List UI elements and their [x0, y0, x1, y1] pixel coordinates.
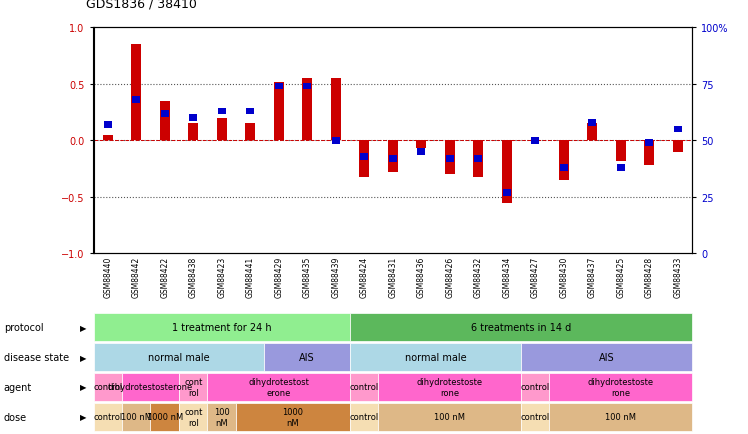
Text: GSM88422: GSM88422	[160, 256, 169, 298]
Text: ▶: ▶	[80, 353, 87, 362]
Text: GSM88440: GSM88440	[103, 256, 112, 298]
Text: agent: agent	[4, 382, 32, 392]
Text: GSM88426: GSM88426	[445, 256, 454, 298]
Text: protocol: protocol	[4, 322, 43, 332]
Bar	[217, 118, 227, 141]
Text: normal male: normal male	[148, 352, 209, 362]
Text: GSM88425: GSM88425	[616, 256, 625, 298]
Text: GSM88438: GSM88438	[188, 256, 197, 298]
Text: GSM88423: GSM88423	[217, 256, 226, 298]
Text: control: control	[521, 412, 550, 421]
Bar	[161, 111, 169, 117]
Text: 1000 nM: 1000 nM	[147, 412, 183, 421]
Bar	[359, 141, 370, 177]
Bar	[674, 126, 681, 133]
Text: control: control	[521, 383, 550, 391]
Bar	[274, 82, 283, 141]
Bar	[644, 141, 654, 166]
Bar	[445, 141, 455, 175]
Text: cont
rol: cont rol	[184, 407, 203, 427]
Text: 1 treatment for 24 h: 1 treatment for 24 h	[172, 322, 272, 332]
Bar	[588, 120, 596, 126]
Bar	[559, 141, 568, 181]
Text: control: control	[93, 383, 123, 391]
Bar	[646, 140, 653, 147]
Bar	[102, 135, 113, 141]
Text: 100 nM: 100 nM	[434, 412, 465, 421]
Text: GSM88435: GSM88435	[303, 256, 312, 298]
Text: GSM88432: GSM88432	[473, 256, 482, 298]
Bar	[416, 141, 426, 149]
Text: control: control	[349, 412, 378, 421]
Bar	[302, 79, 312, 141]
Bar	[531, 138, 539, 145]
Bar	[474, 156, 482, 162]
Text: GDS1836 / 38410: GDS1836 / 38410	[86, 0, 197, 11]
Bar	[331, 79, 340, 141]
Text: control: control	[349, 383, 378, 391]
Text: 1000
nM: 1000 nM	[283, 407, 304, 427]
Text: GSM88431: GSM88431	[388, 256, 397, 298]
Text: GSM88424: GSM88424	[360, 256, 369, 298]
Text: dihydrotestosterone: dihydrotestosterone	[108, 383, 193, 391]
Text: GSM88436: GSM88436	[417, 256, 426, 298]
Bar	[361, 154, 368, 160]
Text: normal male: normal male	[405, 352, 466, 362]
Text: GSM88439: GSM88439	[331, 256, 340, 298]
Bar	[303, 83, 311, 90]
Bar	[502, 141, 512, 203]
Bar	[131, 45, 141, 141]
Text: GSM88434: GSM88434	[502, 256, 511, 298]
Text: cont
rol: cont rol	[184, 378, 203, 397]
Bar	[218, 108, 226, 115]
Text: dose: dose	[4, 412, 27, 422]
Bar	[503, 190, 511, 196]
Text: ▶: ▶	[80, 383, 87, 391]
Bar	[132, 97, 140, 104]
Bar	[189, 115, 197, 122]
Bar	[417, 149, 425, 156]
Text: dihydrotestoste
rone: dihydrotestoste rone	[588, 378, 654, 397]
Text: GSM88427: GSM88427	[530, 256, 539, 298]
Text: GSM88437: GSM88437	[588, 256, 597, 298]
Text: 100 nM: 100 nM	[120, 412, 152, 421]
Text: 6 treatments in 14 d: 6 treatments in 14 d	[470, 322, 571, 332]
Text: 100 nM: 100 nM	[605, 412, 636, 421]
Bar	[473, 141, 483, 177]
Text: control: control	[93, 412, 123, 421]
Text: disease state: disease state	[4, 352, 69, 362]
Bar	[275, 83, 283, 90]
Bar	[331, 138, 340, 145]
Text: GSM88441: GSM88441	[246, 256, 255, 298]
Text: AIS: AIS	[598, 352, 614, 362]
Bar	[246, 108, 254, 115]
Bar	[616, 165, 625, 171]
Bar	[245, 124, 255, 141]
Text: dihydrotestoste
rone: dihydrotestoste rone	[417, 378, 482, 397]
Bar	[387, 141, 398, 173]
Bar	[587, 124, 597, 141]
Text: GSM88429: GSM88429	[275, 256, 283, 298]
Bar	[446, 156, 454, 162]
Text: ▶: ▶	[80, 412, 87, 421]
Bar	[672, 141, 683, 152]
Text: ▶: ▶	[80, 323, 87, 332]
Bar	[104, 122, 111, 128]
Text: dihydrotestost
erone: dihydrotestost erone	[248, 378, 309, 397]
Bar	[616, 141, 625, 161]
Text: GSM88442: GSM88442	[132, 256, 141, 298]
Bar	[188, 124, 198, 141]
Text: 100
nM: 100 nM	[214, 407, 230, 427]
Text: AIS: AIS	[299, 352, 315, 362]
Text: GSM88428: GSM88428	[645, 256, 654, 298]
Bar	[160, 102, 170, 141]
Bar	[389, 156, 396, 162]
Text: GSM88430: GSM88430	[560, 256, 568, 298]
Text: GSM88433: GSM88433	[673, 256, 682, 298]
Bar	[560, 165, 568, 171]
